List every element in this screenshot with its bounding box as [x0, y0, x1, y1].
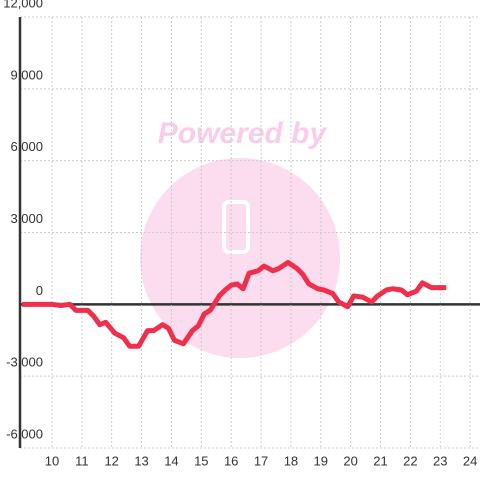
- y-tick-label: -3,000: [6, 355, 43, 370]
- x-tick-label: 22: [403, 453, 417, 468]
- watermark-logo: [140, 158, 340, 358]
- y-tick-label: 9,000: [10, 67, 43, 82]
- x-tick-label: 19: [314, 453, 328, 468]
- y-tick-label: 12,000: [3, 0, 43, 10]
- x-tick-label: 23: [433, 453, 447, 468]
- x-tick-label: 10: [45, 453, 59, 468]
- x-tick-label: 16: [224, 453, 238, 468]
- y-tick-label: 0: [36, 283, 43, 298]
- line: [22, 259, 447, 349]
- y-tick-label: 6,000: [10, 139, 43, 154]
- x-tick-label: 11: [75, 453, 89, 468]
- x-tick-label: 18: [284, 453, 298, 468]
- watermark-icon: [222, 200, 250, 254]
- y-tick-label: -6,000: [6, 426, 43, 441]
- watermark: Powered by: [158, 117, 328, 150]
- x-tick-label: 17: [254, 453, 268, 468]
- x-tick-label: 15: [194, 453, 208, 468]
- x-tick-label: 12: [104, 453, 118, 468]
- x-tick-label: 13: [134, 453, 148, 468]
- x-tick-label: 20: [343, 453, 357, 468]
- x-tick-label: 24: [463, 453, 477, 468]
- y-tick-label: 3,000: [10, 211, 43, 226]
- x-tick-label: 14: [164, 453, 178, 468]
- x-tick-label: 21: [373, 453, 387, 468]
